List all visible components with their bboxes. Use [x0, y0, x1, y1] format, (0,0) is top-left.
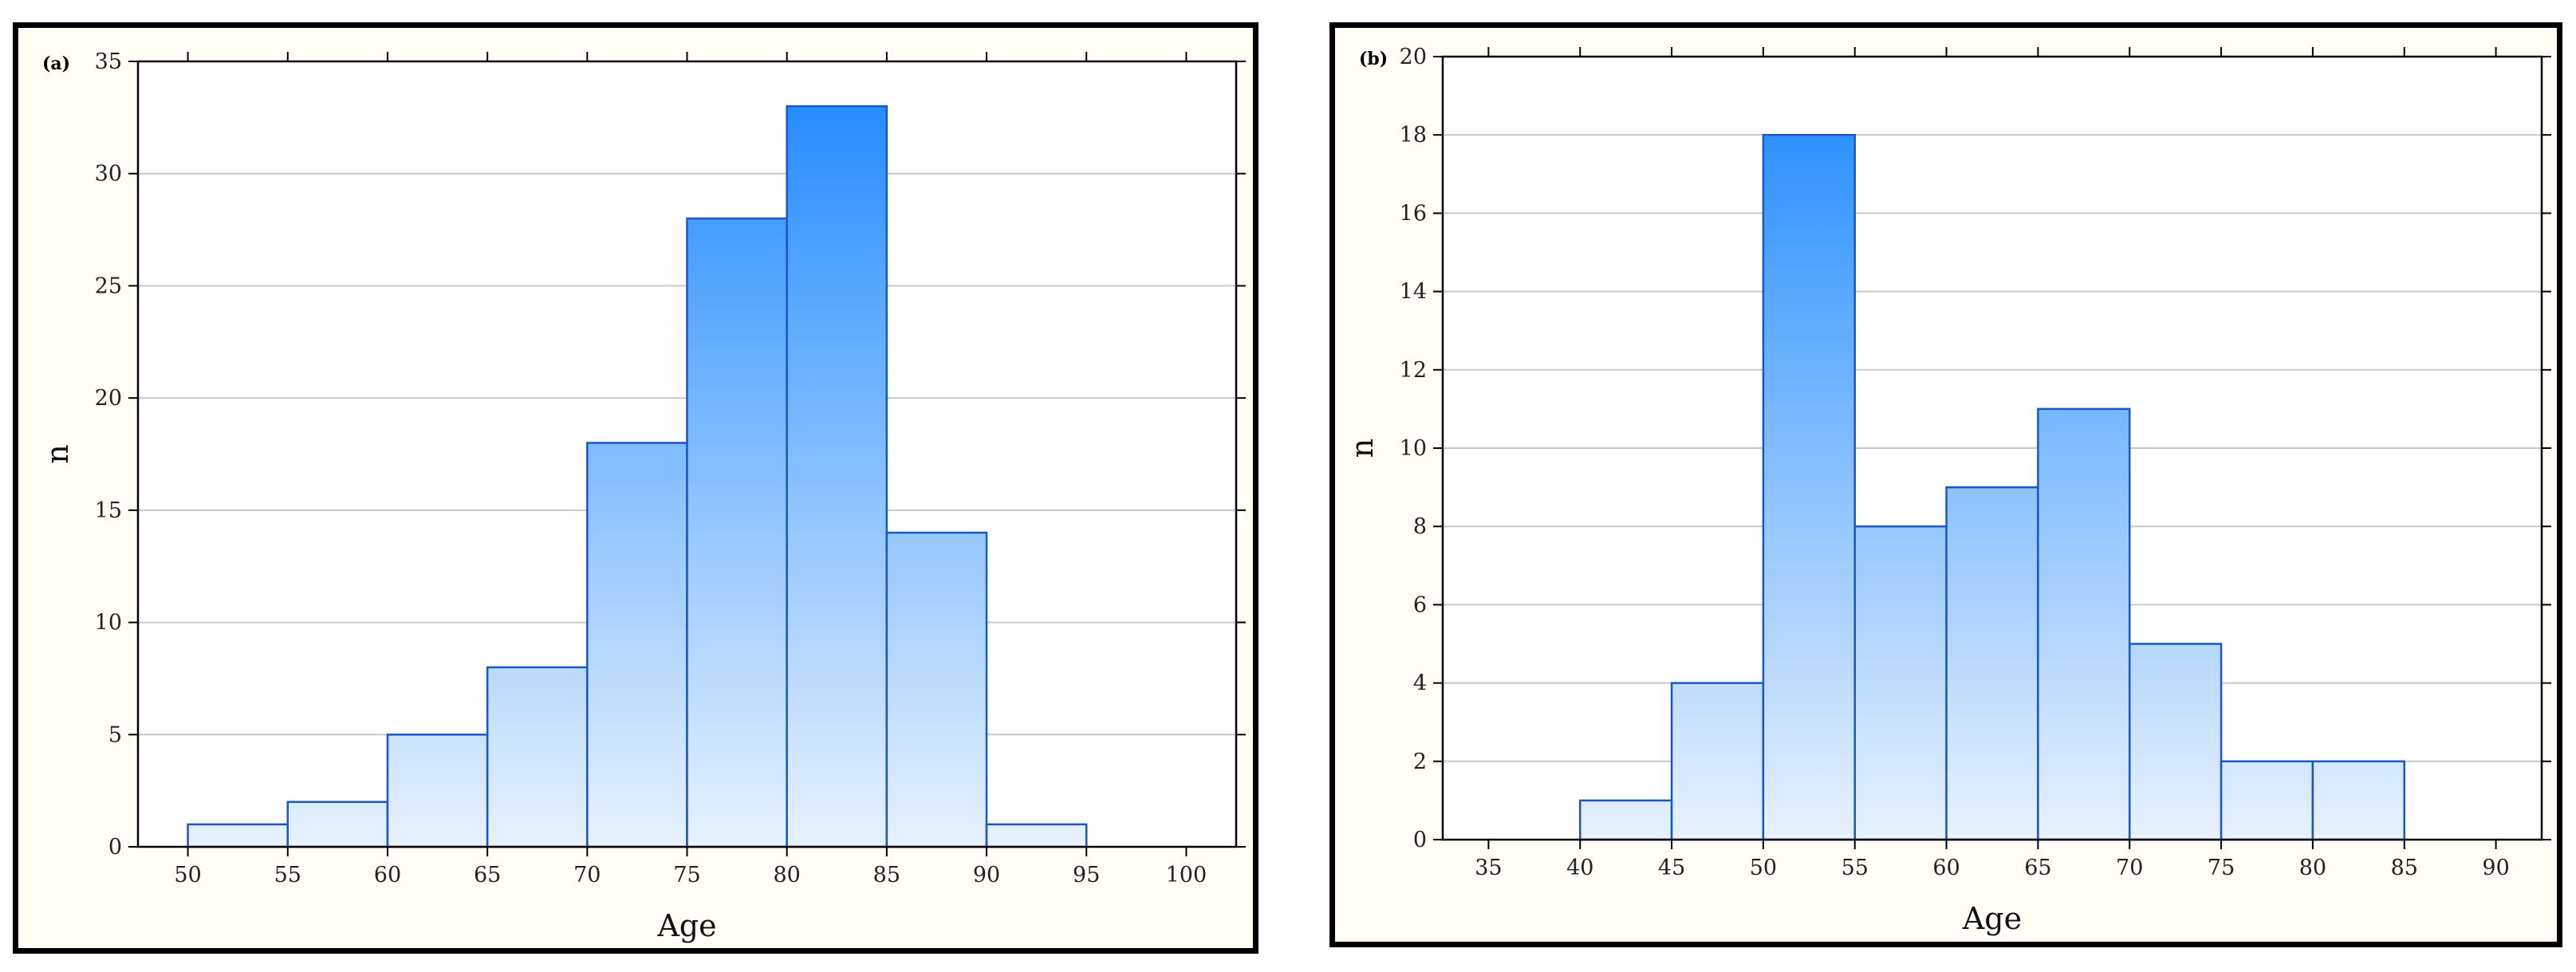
y-tick-label: 20 — [1400, 45, 1427, 69]
histogram-panel-a: 0 5 10 15 20 25 30 35 50 55 60 65 70 75 80 85 90 95 100 Age… — [13, 22, 1258, 954]
histogram-bar — [1945, 486, 2039, 841]
y-axis-label: n — [40, 444, 75, 463]
histogram-chart-a: 0 5 10 15 20 25 30 35 50 55 60 65 70 75 80 85 90 95 100 Age… — [40, 49, 1246, 943]
histogram-bar — [885, 531, 988, 848]
x-axis-label: Age — [1962, 901, 2022, 936]
x-tick-label: 85 — [873, 863, 900, 887]
x-tick-label: 55 — [1841, 856, 1869, 880]
y-axis-label: n — [1345, 439, 1380, 458]
y-tick-label: 2 — [1413, 750, 1427, 774]
x-tick-label: 45 — [1658, 856, 1685, 880]
x-tick-label: 75 — [673, 863, 700, 887]
y-tick-label: 0 — [1413, 828, 1427, 852]
x-tick-label: 65 — [2024, 856, 2051, 880]
y-tick-label: 16 — [1400, 201, 1427, 226]
x-tick-label: 55 — [274, 863, 301, 887]
y-tick-label: 15 — [95, 498, 122, 523]
histogram-bar — [1853, 525, 1948, 841]
x-axis-label: Age — [656, 908, 716, 943]
x-tick-label: 75 — [2208, 856, 2235, 880]
y-tick-label: 10 — [1400, 436, 1427, 461]
histogram-bar — [2129, 643, 2223, 841]
histogram-bar — [1579, 799, 1673, 841]
histogram-bar — [187, 823, 290, 848]
histogram-bar — [1670, 682, 1765, 841]
histogram-bar — [586, 442, 688, 848]
histogram-bar — [486, 666, 589, 848]
x-tick-label: 90 — [973, 863, 1000, 887]
x-tick-label: 50 — [174, 863, 201, 887]
x-tick-label: 100 — [1166, 863, 1207, 887]
y-tick-label: 14 — [1400, 280, 1427, 305]
y-tick-label: 20 — [95, 386, 122, 411]
x-tick-label: 85 — [2391, 856, 2418, 880]
histogram-bar — [386, 734, 489, 848]
y-tick-label: 25 — [95, 273, 122, 298]
y-tick-label: 5 — [108, 722, 122, 747]
panel-label: (b) — [1359, 49, 1388, 69]
y-tick-label: 0 — [108, 835, 122, 860]
y-tick-label: 6 — [1413, 592, 1427, 617]
histogram-bar — [286, 801, 389, 848]
x-tick-label: 35 — [1475, 856, 1502, 880]
x-tick-label: 70 — [573, 863, 601, 887]
y-tick-label: 18 — [1400, 123, 1427, 148]
y-tick-label: 10 — [95, 611, 122, 636]
x-tick-label: 65 — [474, 863, 501, 887]
x-tick-label: 70 — [2116, 856, 2143, 880]
x-tick-label: 40 — [1566, 856, 1593, 880]
histogram-bar — [2311, 760, 2405, 841]
histogram-bar — [786, 105, 888, 848]
histogram-bar — [1762, 133, 1857, 841]
x-tick-label: 90 — [2482, 856, 2509, 880]
x-tick-label: 50 — [1750, 856, 1777, 880]
histogram-bar — [2220, 760, 2314, 841]
panel-label: (a) — [42, 53, 70, 74]
y-tick-label: 12 — [1400, 358, 1427, 383]
x-tick-label: 95 — [1073, 863, 1100, 887]
y-tick-label: 4 — [1413, 671, 1427, 696]
y-tick-label: 35 — [95, 49, 122, 74]
histogram-chart-b: 0 2 4 6 8 10 12 14 16 18 20 35 40 45 50 55 60 65 70 75 80 85 9… — [1345, 45, 2551, 936]
x-tick-label: 60 — [1932, 856, 1960, 880]
x-tick-label: 60 — [374, 863, 401, 887]
x-tick-label: 80 — [774, 863, 801, 887]
histogram-bar — [985, 823, 1088, 848]
y-tick-label: 30 — [95, 162, 122, 187]
histogram-bar — [2037, 407, 2131, 841]
y-tick-label: 8 — [1413, 514, 1427, 539]
histogram-bar — [686, 217, 788, 848]
histogram-panel-b: 0 2 4 6 8 10 12 14 16 18 20 35 40 45 50 55 60 65 70 75 80 85 9… — [1329, 22, 2562, 947]
x-tick-label: 80 — [2299, 856, 2326, 880]
